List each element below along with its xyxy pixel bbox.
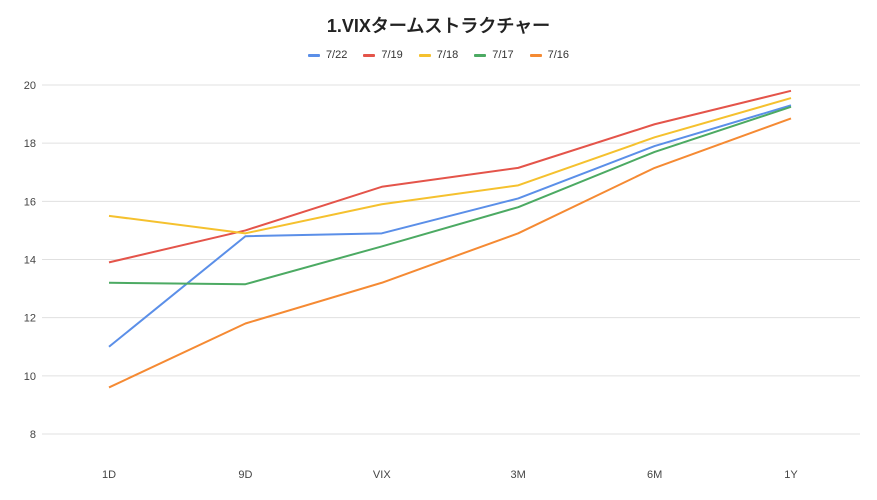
series-line-7/22: [108, 104, 792, 348]
series-line-7/19: [108, 89, 792, 264]
x-tick-label: 3M: [511, 469, 526, 481]
x-tick-label: 6M: [647, 469, 662, 481]
legend-swatch: [418, 53, 431, 57]
y-tick-label: 18: [24, 138, 36, 150]
y-tick-label: 14: [24, 255, 36, 267]
legend-label: 7/17: [492, 49, 514, 61]
legend-item-4: 7/16: [529, 49, 570, 61]
x-tick-label: 9D: [238, 469, 252, 481]
legend-item-2: 7/18: [418, 49, 459, 61]
y-tick-label: 10: [24, 371, 36, 383]
legend-swatch: [307, 53, 320, 57]
series-line-7/17: [108, 105, 792, 286]
y-tick-label: 8: [30, 429, 36, 441]
y-tick-label: 16: [24, 196, 36, 208]
series-line-7/18: [108, 97, 792, 235]
legend-item-0: 7/22: [307, 49, 348, 61]
legend: 7/22 7/19 7/18 7/17 7/16: [0, 49, 877, 61]
legend-label: 7/22: [325, 49, 348, 61]
legend-swatch: [529, 53, 542, 57]
y-tick-label: 12: [24, 313, 36, 325]
legend-swatch: [474, 53, 487, 57]
chart-title: 1.VIXタームストラクチャー: [326, 16, 551, 36]
legend-item-3: 7/17: [474, 49, 514, 61]
legend-label: 7/16: [547, 49, 570, 61]
x-tick-label: 1Y: [784, 469, 798, 481]
series-line-7/16: [108, 117, 792, 389]
legend-label: 7/18: [436, 49, 459, 61]
legend-swatch: [363, 53, 376, 57]
x-tick-label: 1D: [102, 469, 116, 481]
legend-item-1: 7/19: [363, 49, 403, 61]
y-tick-label: 20: [24, 80, 36, 92]
legend-label: 7/19: [381, 49, 403, 61]
x-tick-label: VIX: [373, 469, 391, 481]
